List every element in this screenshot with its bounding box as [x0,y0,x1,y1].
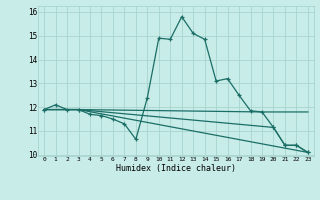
X-axis label: Humidex (Indice chaleur): Humidex (Indice chaleur) [116,164,236,173]
